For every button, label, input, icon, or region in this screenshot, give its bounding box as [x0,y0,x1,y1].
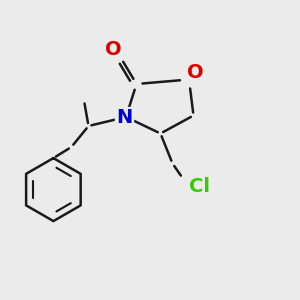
Text: Cl: Cl [189,176,210,196]
Text: N: N [116,108,133,128]
Text: O: O [105,40,122,59]
Text: O: O [187,62,203,82]
